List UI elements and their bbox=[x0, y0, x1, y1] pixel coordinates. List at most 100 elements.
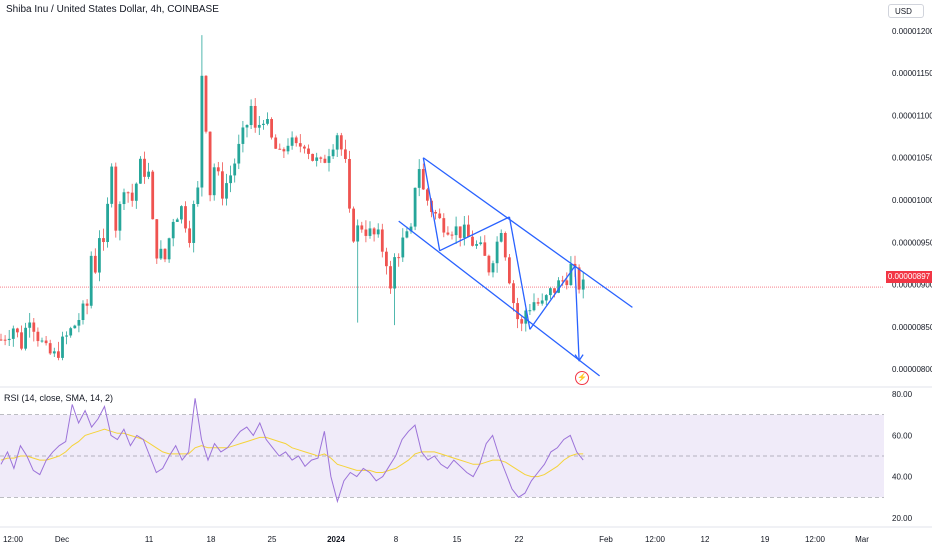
falling-wedge-drawing[interactable] bbox=[398, 157, 633, 377]
candle-body bbox=[24, 327, 27, 349]
candle-body bbox=[581, 279, 585, 290]
candle-body bbox=[278, 148, 282, 150]
current-price-label: 0.00000897 bbox=[886, 271, 932, 283]
candle-body bbox=[208, 131, 212, 196]
candle-body bbox=[401, 237, 405, 258]
price-tick-label: 0.00001100 bbox=[892, 111, 932, 120]
time-tick-label: Mar bbox=[855, 535, 869, 544]
candle-body bbox=[16, 328, 19, 333]
candle-body bbox=[565, 280, 569, 286]
target-arrow-line bbox=[574, 265, 580, 361]
time-tick-label: 15 bbox=[453, 535, 462, 544]
candle-body bbox=[7, 338, 11, 341]
candle-body bbox=[360, 225, 364, 230]
price-tick-label: 0.00001000 bbox=[892, 196, 932, 205]
rsi-line bbox=[0, 398, 584, 504]
candle-body bbox=[151, 171, 155, 220]
candle-body bbox=[491, 263, 495, 273]
price-tick-label: 0.00001150 bbox=[892, 69, 932, 78]
candle-body bbox=[413, 187, 417, 227]
candle-body bbox=[229, 175, 232, 184]
candle-body bbox=[339, 135, 343, 150]
time-tick-label: Feb bbox=[599, 535, 613, 544]
candle-body bbox=[487, 255, 491, 273]
candle-body bbox=[315, 157, 319, 161]
candle-body bbox=[298, 143, 302, 147]
candle-body bbox=[65, 335, 68, 337]
candle-body bbox=[85, 303, 89, 306]
price-tick-label: 0.00001050 bbox=[892, 154, 932, 163]
wedge-upper-line bbox=[422, 157, 633, 308]
candle-body bbox=[323, 158, 327, 163]
lightning-icon[interactable]: ⚡ bbox=[575, 371, 589, 385]
candle-body bbox=[89, 255, 93, 306]
candle-body bbox=[434, 212, 437, 214]
candle-body bbox=[475, 244, 478, 246]
candle-body bbox=[225, 183, 228, 199]
candle-body bbox=[241, 127, 245, 144]
candle-body bbox=[368, 228, 372, 236]
time-tick-label: 18 bbox=[207, 535, 216, 544]
candle-body bbox=[155, 219, 159, 259]
candle-body bbox=[204, 75, 208, 132]
rsi-tick-label: 40.00 bbox=[892, 473, 913, 482]
candle-body bbox=[389, 266, 392, 289]
candle-body bbox=[184, 206, 187, 229]
candle-body bbox=[495, 241, 499, 264]
candle-body bbox=[327, 156, 331, 163]
candle-body bbox=[454, 226, 458, 236]
price-axis[interactable]: 0.00001200 0.00001150 0.00001100 0.00001050… bbox=[892, 27, 932, 374]
candle-body bbox=[356, 225, 360, 242]
candle-body bbox=[134, 183, 138, 201]
rsi-tick-label: 60.00 bbox=[892, 431, 913, 440]
candle-body bbox=[438, 213, 442, 219]
candle-body bbox=[270, 119, 273, 138]
time-tick-label: 25 bbox=[268, 535, 277, 544]
time-tick-label: 12:00 bbox=[3, 535, 24, 544]
candle-body bbox=[253, 105, 257, 128]
rsi-pane[interactable] bbox=[0, 386, 932, 504]
rsi-title: RSI (14, close, SMA, 14, 2) bbox=[4, 393, 114, 403]
candle-body bbox=[462, 224, 466, 238]
time-axis[interactable]: 12:00 Dec 11 18 25 2024 8 15 22 Feb 12:00 12 19 12:00… bbox=[0, 526, 932, 544]
candle-body bbox=[467, 224, 470, 237]
price-tick-label: 0.00001200 bbox=[892, 27, 932, 36]
candle-body bbox=[397, 257, 401, 259]
rsi-tick-label: 80.00 bbox=[892, 390, 913, 399]
candle-body bbox=[282, 149, 286, 152]
candle-body bbox=[257, 124, 261, 128]
candle-body bbox=[286, 145, 290, 152]
wave-segment bbox=[422, 157, 441, 251]
time-tick-label: 22 bbox=[515, 535, 524, 544]
price-pane[interactable] bbox=[0, 35, 884, 361]
candle-body bbox=[405, 231, 409, 238]
candle-body bbox=[303, 146, 306, 149]
candle-body bbox=[540, 300, 544, 304]
candle-body bbox=[557, 280, 560, 293]
candle-body bbox=[98, 238, 101, 273]
candle-body bbox=[167, 238, 171, 260]
candle-body bbox=[335, 135, 339, 150]
candle-body bbox=[188, 228, 191, 243]
candle-body bbox=[175, 219, 179, 222]
candle-body bbox=[126, 192, 130, 194]
candle-body bbox=[307, 148, 310, 154]
candle-body bbox=[274, 137, 278, 149]
candle-body bbox=[553, 288, 556, 293]
candle-body bbox=[528, 310, 532, 312]
candle-body bbox=[311, 153, 314, 161]
candle-body bbox=[508, 257, 511, 284]
candle-body bbox=[262, 123, 265, 125]
candle-body bbox=[130, 192, 134, 201]
currency-button[interactable]: USD bbox=[888, 4, 924, 18]
candle-body bbox=[471, 236, 474, 246]
candle-body bbox=[352, 208, 355, 242]
candle-body bbox=[417, 169, 421, 188]
candle-body bbox=[450, 234, 454, 236]
candle-body bbox=[192, 204, 196, 243]
candle-body bbox=[348, 158, 351, 209]
candle-body bbox=[69, 328, 73, 336]
time-tick-label: Dec bbox=[55, 535, 69, 544]
rsi-axis: 80.00 60.00 40.00 20.00 bbox=[892, 390, 913, 523]
